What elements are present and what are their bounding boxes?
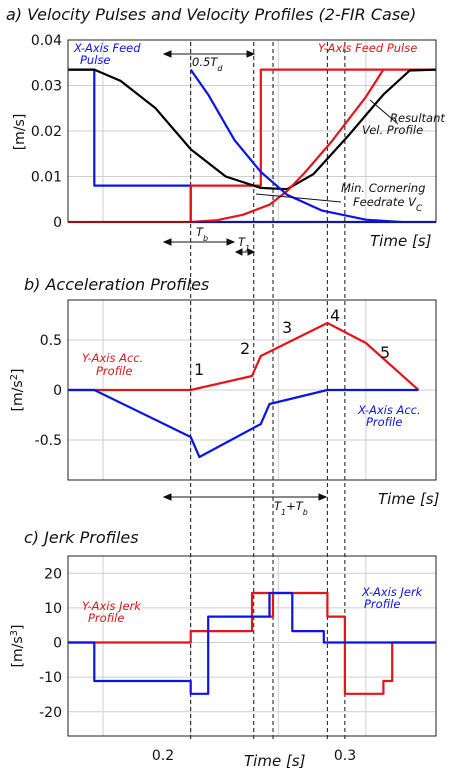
dimension-arrows-a: [162, 50, 399, 256]
y-jerk-label-1: Y-Axis Jerk: [82, 599, 142, 613]
acceleration-y-axis-label: [m/s2]: [9, 369, 27, 412]
velocity-x-axis-label: Time [s]: [370, 232, 432, 250]
y-tick-label-1: 0.01: [31, 170, 62, 186]
y-tick-label-0: -20: [39, 705, 62, 721]
y-acc-label-1: Y-Axis Acc.: [82, 351, 143, 365]
resultant-label-2: Vel. Profile: [362, 123, 423, 137]
velocity-y-axis-label: [m/s]: [12, 114, 28, 151]
cornering-label-2: Feedrate VC: [353, 195, 423, 214]
velocity-y-ticks: 0 0.01 0.02 0.03 0.04: [31, 33, 62, 231]
half-td-label: 0.5Td: [192, 55, 223, 73]
t1-tb-arrow: [162, 493, 328, 501]
y-tick-label-2: 0: [53, 636, 62, 652]
y-tick-label-4: 20: [44, 566, 62, 582]
series-line-1: [68, 591, 436, 695]
jerk-grid: [68, 556, 436, 736]
series-line-3: [190, 69, 385, 224]
jerk-x-axis-label: Time [s]: [244, 752, 306, 770]
x-feed-pulse-label-2: Pulse: [80, 53, 111, 67]
jerk-y-axis-label: [m/s3]: [9, 625, 27, 668]
acceleration-chart-title: b) Acceleration Profiles: [24, 275, 209, 294]
velocity-chart-title: a) Velocity Pulses and Velocity Profiles…: [6, 5, 416, 24]
resultant-label-1: Resultant: [390, 111, 445, 125]
velocity-plot-frame: [67, 39, 437, 223]
jerk-chart-title: c) Jerk Profiles: [24, 528, 139, 547]
series-line-4: [189, 68, 402, 224]
x-jerk-label-2: Profile: [364, 597, 400, 611]
acceleration-x-axis-label: Time [s]: [378, 490, 440, 508]
y-tick-label-3: 10: [44, 601, 62, 617]
y-tick-label-0: 0: [53, 215, 62, 231]
y-tick-label-2: 0.02: [31, 124, 62, 140]
y-tick-label-0: -0.5: [35, 433, 62, 449]
t1-label: T1: [238, 235, 250, 253]
series-line-0: [68, 321, 420, 392]
jerk-y-ticks: -20 -10 0 10 20: [39, 566, 62, 720]
x-acc-label-1: X-Axis Acc.: [357, 403, 421, 417]
segment-5-label: 5: [380, 343, 390, 362]
segment-2-label: 2: [240, 339, 250, 358]
series-line-2: [68, 68, 437, 191]
x-acc-label-2: Profile: [366, 415, 402, 429]
y-tick-label-3: 0.03: [31, 79, 62, 95]
x-feed-pulse-label-1: X-Axis Feed: [73, 41, 141, 55]
jerk-plot-frame: [67, 555, 437, 737]
segment-3-label: 3: [282, 318, 292, 337]
x-tick-0.3: 0.3: [334, 748, 356, 764]
x-jerk-label-1: X-Axis Jerk: [361, 585, 424, 599]
y-tick-label-2: 0.5: [40, 333, 62, 349]
jerk-series: [68, 591, 436, 695]
y-acc-label-2: Profile: [96, 364, 132, 378]
y-tick-label-1: 0: [53, 383, 62, 399]
segment-4-label: 4: [330, 306, 340, 325]
y-tick-label-1: -10: [39, 670, 62, 686]
acceleration-plot-frame: [67, 299, 437, 481]
t1-plus-tb-label: T1+Tb: [274, 499, 308, 517]
cornering-label-1: Min. Cornering: [341, 181, 425, 195]
acceleration-y-ticks: -0.5 0 0.5: [35, 333, 62, 449]
tb-label: Tb: [196, 225, 208, 243]
acceleration-series: [68, 321, 420, 459]
segment-1-label: 1: [194, 360, 204, 379]
y-tick-label-4: 0.04: [31, 33, 62, 49]
series-line-0: [68, 591, 436, 695]
y-feed-pulse-label: Y-Axis Feed Pulse: [318, 41, 417, 55]
series-line-1: [68, 388, 419, 459]
x-tick-0.2: 0.2: [152, 748, 174, 764]
y-jerk-label-2: Profile: [88, 611, 124, 625]
